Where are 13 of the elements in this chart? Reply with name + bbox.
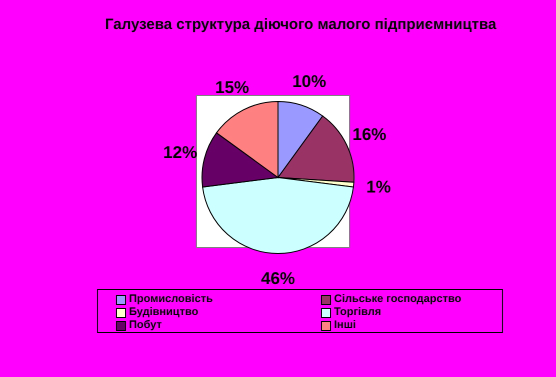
data-label: 46%	[260, 269, 296, 288]
data-label: 15%	[215, 78, 250, 98]
legend-label: Інші	[334, 319, 356, 332]
data-label: 16%	[352, 124, 386, 144]
legend-label: Торгівля	[334, 306, 382, 319]
legend-label: Промисловість	[129, 293, 213, 306]
data-label: 10%	[292, 72, 326, 91]
data-label: 1%	[366, 178, 391, 197]
legend-label: Будівництво	[129, 306, 198, 319]
data-label: 12%	[163, 142, 198, 162]
legend-label: Побут	[129, 319, 162, 332]
chart-title: Галузева структура діючого малого підприємництва	[105, 16, 496, 33]
legend-label: Сільське господарство	[334, 293, 462, 306]
